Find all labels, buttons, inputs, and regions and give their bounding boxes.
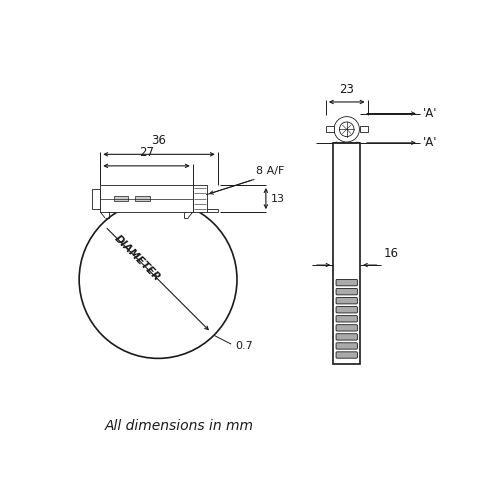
Text: 0.7: 0.7 <box>235 341 253 351</box>
Text: 27: 27 <box>139 146 154 159</box>
FancyBboxPatch shape <box>336 298 357 304</box>
Text: 'A': 'A' <box>422 136 437 149</box>
Bar <box>100 185 192 212</box>
FancyBboxPatch shape <box>336 306 357 313</box>
FancyBboxPatch shape <box>336 352 357 358</box>
Circle shape <box>334 116 359 142</box>
Bar <box>360 126 368 132</box>
Text: 36: 36 <box>152 134 166 147</box>
Text: 8 A/F: 8 A/F <box>256 166 284 176</box>
FancyBboxPatch shape <box>336 343 357 349</box>
FancyBboxPatch shape <box>336 316 357 322</box>
Bar <box>135 196 150 201</box>
Bar <box>338 142 356 143</box>
FancyBboxPatch shape <box>336 324 357 331</box>
Circle shape <box>340 122 354 136</box>
Text: 16: 16 <box>384 248 398 260</box>
Bar <box>92 188 100 208</box>
Bar <box>192 185 207 212</box>
Text: 23: 23 <box>340 83 354 96</box>
Bar <box>333 143 360 364</box>
FancyBboxPatch shape <box>336 280 357 286</box>
Text: 'A': 'A' <box>422 107 437 120</box>
Text: All dimensions in mm: All dimensions in mm <box>105 419 254 432</box>
Text: 13: 13 <box>270 194 284 203</box>
Text: DIAMETER: DIAMETER <box>112 234 162 283</box>
Bar <box>114 196 128 201</box>
FancyBboxPatch shape <box>336 334 357 340</box>
FancyBboxPatch shape <box>336 288 357 295</box>
Bar <box>326 126 334 132</box>
